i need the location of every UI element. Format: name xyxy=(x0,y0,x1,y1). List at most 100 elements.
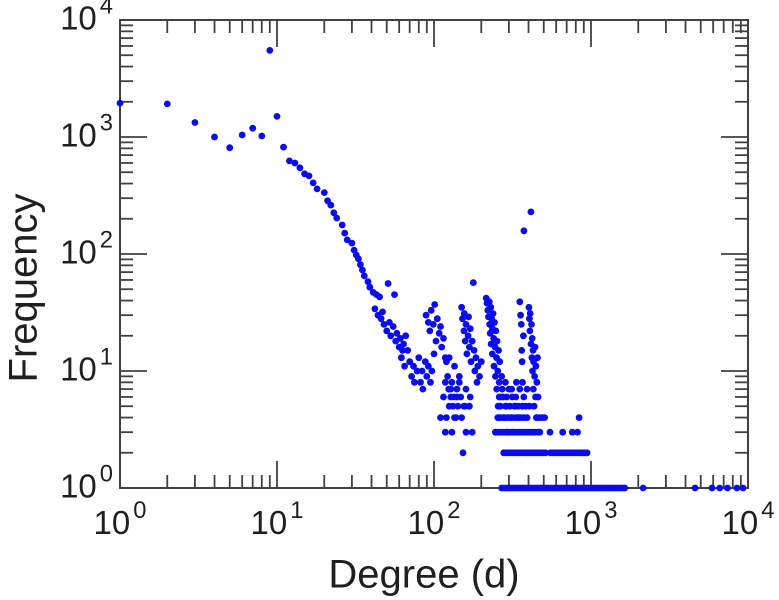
data-point xyxy=(191,119,199,126)
data-point xyxy=(529,385,537,393)
data-point xyxy=(448,428,456,436)
data-point xyxy=(360,272,368,280)
data-point xyxy=(396,335,404,342)
data-point xyxy=(333,214,341,222)
data-point xyxy=(517,311,524,319)
data-point xyxy=(495,378,503,386)
data-point xyxy=(413,367,421,375)
data-point xyxy=(402,332,410,340)
data-point xyxy=(466,325,474,333)
data-point xyxy=(621,484,629,492)
data-point xyxy=(427,378,434,386)
data-point xyxy=(384,280,392,287)
data-point xyxy=(466,402,473,410)
data-point xyxy=(451,414,458,421)
data-point xyxy=(466,343,473,351)
data-point xyxy=(423,373,431,380)
data-point xyxy=(348,239,356,247)
data-point xyxy=(355,255,362,263)
data-point xyxy=(462,321,470,328)
data-point xyxy=(380,321,388,328)
data-point xyxy=(477,358,485,366)
data-point xyxy=(432,337,440,345)
data-point xyxy=(691,484,699,492)
data-point xyxy=(520,332,527,340)
data-point xyxy=(523,414,531,421)
data-point xyxy=(575,414,583,421)
data-point xyxy=(440,335,447,342)
data-point xyxy=(453,393,461,401)
data-point xyxy=(419,385,427,393)
data-point xyxy=(526,327,534,335)
x-axis-label: Degree (d) xyxy=(328,552,520,597)
data-point xyxy=(739,484,747,492)
data-point xyxy=(493,385,501,393)
data-point xyxy=(459,449,467,457)
data-point xyxy=(460,327,468,335)
data-point xyxy=(430,350,438,358)
data-point xyxy=(427,306,435,314)
data-point xyxy=(459,315,466,323)
y-tick-label: 10 1 xyxy=(60,343,113,388)
data-point xyxy=(445,402,453,410)
data-point xyxy=(534,393,542,401)
data-point xyxy=(305,172,313,180)
data-point xyxy=(525,303,533,311)
data-point xyxy=(487,303,495,311)
data-point xyxy=(313,185,321,193)
data-point xyxy=(226,144,234,152)
data-point xyxy=(490,362,498,370)
data-point xyxy=(527,208,535,216)
data-point xyxy=(518,347,526,354)
data-point xyxy=(466,393,474,401)
data-point xyxy=(519,402,527,410)
y-axis-label: Frequency xyxy=(1,193,46,383)
data-point xyxy=(330,209,338,217)
data-point xyxy=(508,385,515,393)
data-point xyxy=(528,321,535,328)
data-point xyxy=(454,402,462,410)
data-point xyxy=(462,428,470,436)
data-point xyxy=(533,378,541,386)
data-point xyxy=(371,305,379,313)
data-point xyxy=(485,298,493,306)
data-point xyxy=(497,402,504,410)
data-point xyxy=(387,332,395,340)
data-point xyxy=(639,484,647,492)
data-point xyxy=(495,393,503,401)
data-point xyxy=(583,449,591,457)
data-point xyxy=(273,113,281,120)
data-point xyxy=(526,315,533,323)
data-point xyxy=(401,362,408,370)
y-tick-label: 10 2 xyxy=(60,226,113,271)
data-point xyxy=(445,354,453,362)
data-point xyxy=(465,313,472,321)
data-point xyxy=(568,428,576,436)
data-point xyxy=(391,291,398,298)
data-point xyxy=(455,373,463,380)
data-point xyxy=(473,378,481,386)
data-point xyxy=(438,343,446,351)
data-point xyxy=(440,393,447,401)
data-point xyxy=(453,385,461,393)
data-point xyxy=(526,402,533,410)
data-point xyxy=(529,367,536,375)
data-point xyxy=(406,358,414,366)
data-point xyxy=(431,301,439,308)
y-tick-label: 10 3 xyxy=(60,109,113,154)
data-point xyxy=(286,157,293,165)
data-point xyxy=(238,131,246,139)
data-point xyxy=(410,362,417,370)
data-point xyxy=(433,315,441,323)
data-point xyxy=(491,319,498,326)
data-point xyxy=(516,298,524,306)
data-point xyxy=(291,159,299,167)
data-point xyxy=(495,347,502,354)
data-point xyxy=(461,337,469,345)
data-point xyxy=(357,261,364,269)
data-point xyxy=(520,393,528,401)
data-point xyxy=(320,189,328,197)
x-tick-label: 10 1 xyxy=(250,497,304,541)
data-point xyxy=(338,221,346,229)
